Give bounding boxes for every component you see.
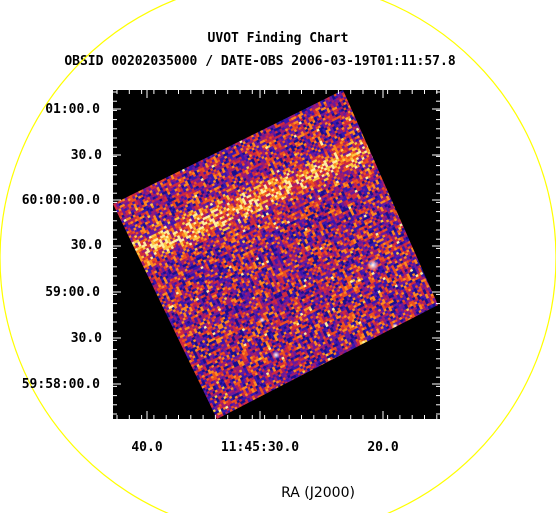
chart-subtitle: OBSID 00202035000 / DATE-OBS 2006-03-19T… [64,54,456,69]
y-tick-label: 59:58:00.0 [21,377,100,392]
axis-ticks [113,90,440,419]
x-tick-label: 40.0 [131,440,163,455]
y-tick-label: 30.0 [70,331,102,346]
y-tick-label: 01:00.0 [45,102,100,117]
x-tick-label: 20.0 [367,440,399,455]
y-tick-label: 30.0 [70,238,102,253]
x-axis-label: RA (J2000) [281,485,355,501]
y-tick-label: 30.0 [70,148,102,163]
y-tick-label: 59:00.0 [45,285,100,300]
x-tick-label: 11:45:30.0 [220,440,300,455]
chart-title: UVOT Finding Chart [207,31,349,46]
y-tick-label: 60:00:00.0 [21,193,100,208]
